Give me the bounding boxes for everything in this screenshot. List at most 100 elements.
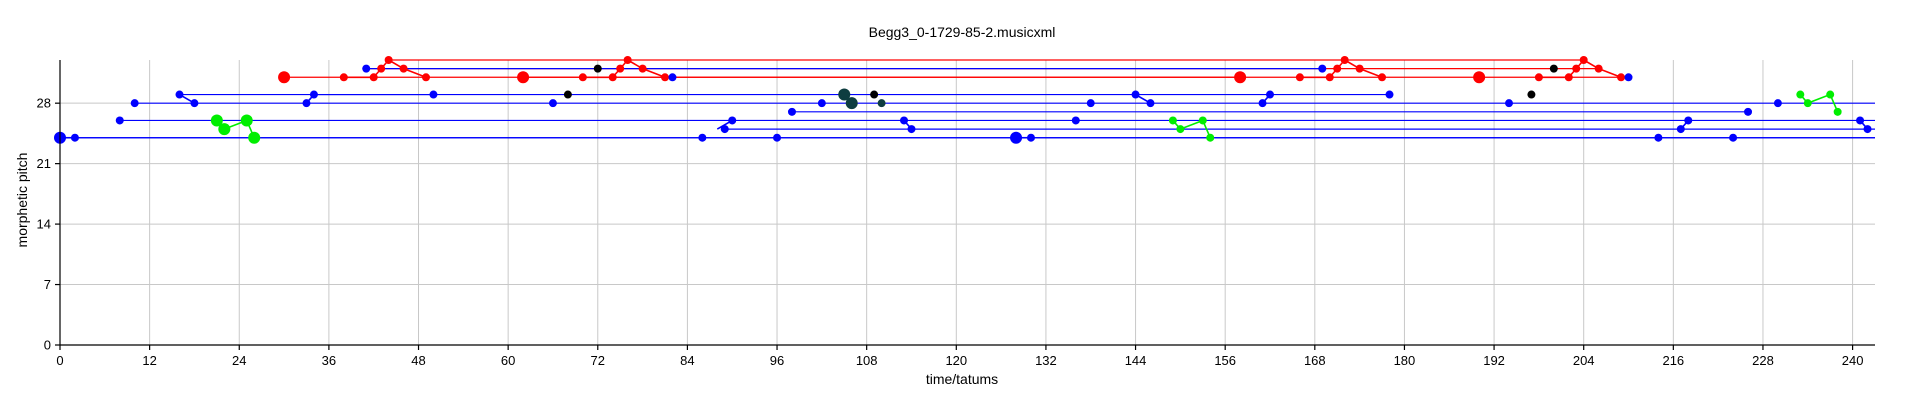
note-point <box>907 125 916 134</box>
note-point <box>175 90 184 99</box>
y-axis-title: morphetic pitch <box>14 153 30 248</box>
note-point <box>563 90 572 99</box>
note-connector-line <box>1180 119 1204 130</box>
x-tick-label: 72 <box>591 353 605 368</box>
x-tick-label: 84 <box>680 353 694 368</box>
note-point <box>1176 125 1185 134</box>
note-point <box>548 99 557 108</box>
note-point <box>1773 99 1782 108</box>
note-point <box>1833 107 1842 116</box>
note-point <box>339 73 348 82</box>
note-point <box>1654 133 1663 142</box>
note-point <box>817 99 826 108</box>
note-point <box>1549 64 1558 73</box>
x-tick-label: 204 <box>1573 353 1595 368</box>
x-tick-label: 132 <box>1035 353 1057 368</box>
y-tick-label: 14 <box>37 217 51 232</box>
note-point <box>70 133 79 142</box>
chart-title: Begg3_0-1729-85-2.musicxml <box>869 24 1056 40</box>
note-point <box>1086 99 1095 108</box>
note-point <box>377 64 386 73</box>
point-layer <box>54 56 1872 144</box>
note-point <box>399 64 408 73</box>
x-tick-label: 192 <box>1483 353 1505 368</box>
note-point <box>1258 99 1267 108</box>
note-point <box>1527 90 1536 99</box>
y-tick-label: 28 <box>37 96 51 111</box>
note-point <box>1534 73 1543 82</box>
span-layer <box>60 59 1875 139</box>
x-tick-label: 180 <box>1394 353 1416 368</box>
note-point <box>1340 56 1349 64</box>
note-point <box>1863 125 1872 134</box>
note-point <box>302 99 311 108</box>
x-tick-label: 240 <box>1842 353 1864 368</box>
note-point <box>1026 133 1035 142</box>
y-tick-label: 21 <box>37 156 51 171</box>
note-point <box>1206 133 1215 142</box>
note-point <box>429 90 438 99</box>
note-point <box>218 123 231 136</box>
x-tick-label: 108 <box>856 353 878 368</box>
x-tick-label: 120 <box>945 353 967 368</box>
note-point <box>638 64 647 73</box>
note-connector-line <box>642 67 666 79</box>
note-point <box>1856 116 1865 125</box>
note-point <box>130 99 139 108</box>
x-tick-label: 0 <box>56 353 63 368</box>
note-point <box>1071 116 1080 125</box>
x-tick-label: 144 <box>1125 353 1147 368</box>
x-tick-label: 60 <box>501 353 515 368</box>
axis-layer: 0 12 24 36 48 60 72 84 96 108 120 132 144 156 168 180 19… <box>37 60 1875 368</box>
note-point <box>1624 73 1633 82</box>
x-tick-label: 228 <box>1752 353 1774 368</box>
note-point <box>1325 73 1334 82</box>
note-connector-line <box>403 67 427 79</box>
note-point <box>668 73 677 82</box>
note-point <box>1826 90 1835 99</box>
note-point <box>787 107 796 116</box>
note-point <box>309 90 318 99</box>
y-tick-label: 0 <box>44 338 51 353</box>
note-point <box>1505 99 1514 108</box>
note-point <box>1295 73 1304 82</box>
x-tick-label: 48 <box>411 353 425 368</box>
note-point <box>845 97 858 110</box>
note-connector-line <box>1359 67 1383 79</box>
note-point <box>1617 73 1626 82</box>
note-point <box>210 114 223 127</box>
note-point <box>190 99 199 108</box>
note-point <box>838 88 851 101</box>
x-tick-label: 168 <box>1304 353 1326 368</box>
note-point <box>1676 125 1685 134</box>
note-point <box>593 64 602 73</box>
x-tick-label: 24 <box>232 353 246 368</box>
x-tick-label: 36 <box>322 353 336 368</box>
note-point <box>1234 71 1247 84</box>
note-point <box>1744 107 1753 116</box>
note-point <box>1333 64 1342 73</box>
note-point <box>1131 90 1140 99</box>
note-point <box>661 73 669 82</box>
note-point <box>728 116 737 125</box>
note-point <box>1198 116 1207 125</box>
x-tick-label: 96 <box>770 353 784 368</box>
note-point <box>623 56 632 64</box>
note-point <box>517 71 530 84</box>
note-point <box>578 73 587 82</box>
note-point <box>248 131 261 144</box>
note-point <box>1146 99 1155 108</box>
note-point <box>1572 64 1581 73</box>
note-point <box>1318 64 1327 73</box>
note-point <box>115 116 124 125</box>
note-point <box>698 133 707 142</box>
note-point <box>1579 56 1588 64</box>
x-tick-label: 12 <box>142 353 156 368</box>
note-point <box>1803 99 1812 108</box>
note-point <box>369 73 378 82</box>
note-point <box>616 64 625 73</box>
note-point <box>362 64 371 73</box>
note-point <box>1594 64 1603 73</box>
